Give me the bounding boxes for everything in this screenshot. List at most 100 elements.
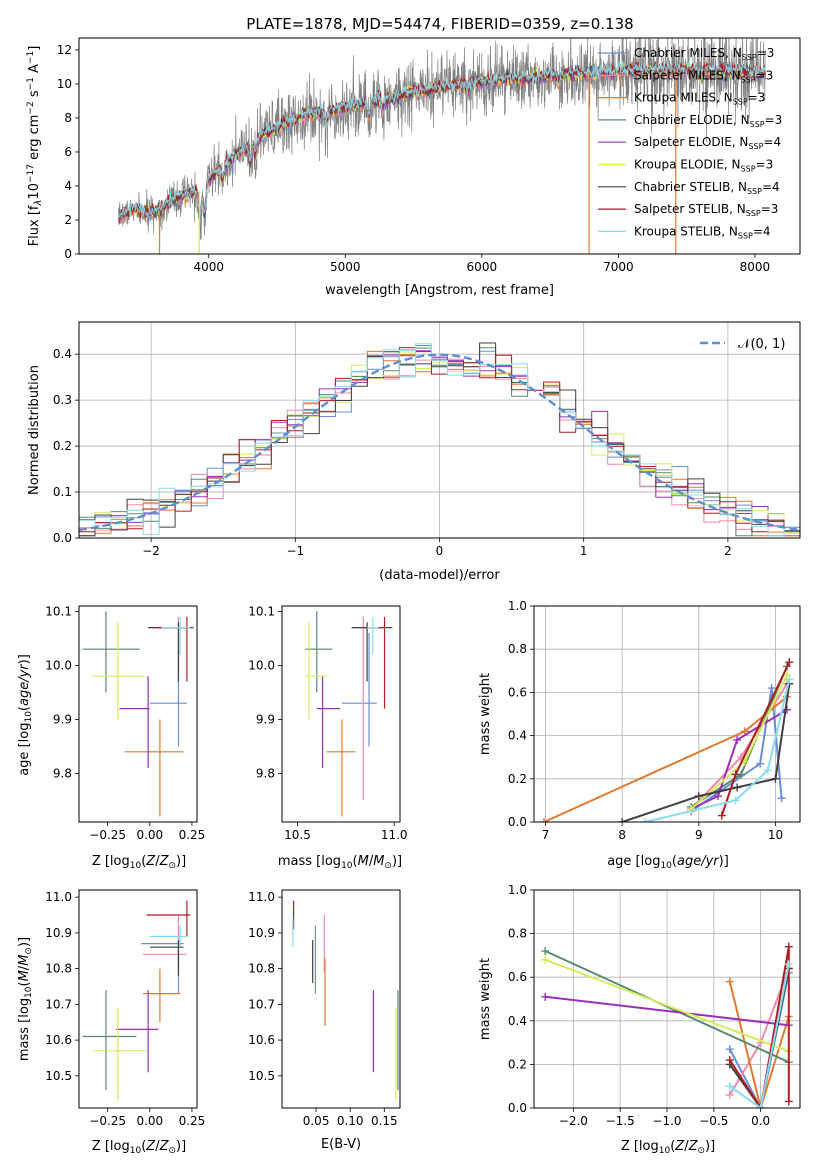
mass-weight-point: [785, 675, 794, 684]
axes-frame: [281, 889, 401, 1109]
plot-area-age-vs-mass: [305, 611, 393, 817]
errorbar-marker: [341, 633, 377, 747]
y-tick-label: 1.0: [508, 883, 527, 897]
y-tick-label: 0.0: [53, 531, 72, 545]
x-tick-label: 0.15: [371, 1114, 398, 1128]
x-tick-label: 7: [542, 828, 550, 842]
mass-weight-point: [740, 727, 749, 736]
xlabel-mass-weight-vs-z: Z [log10(Z/Z⊙)]: [621, 1139, 715, 1156]
legend-label-tail: =3: [765, 113, 783, 127]
mass-weight-point: [777, 794, 786, 803]
legend-label: Kroupa ELODIE, NSSP=3: [634, 158, 773, 174]
legend-label-tail: =4: [762, 180, 780, 194]
errorbar-marker: [119, 676, 150, 768]
mass-weight-point: [725, 1045, 734, 1054]
y-tick-label: 0.3: [53, 393, 72, 407]
x-tick-label: 0: [436, 544, 444, 558]
mass-weight-point: [717, 811, 726, 820]
mass-weight-point: [784, 960, 793, 969]
mass-weight-point: [784, 1097, 793, 1106]
x-axis-label: (data-model)/error: [379, 568, 500, 583]
legend-label: Chabrier MILES, NSSP=3: [634, 46, 774, 62]
frame-mass-vs-Z: −0.25 0.00 0.25 10.5 10.6 10.7 10.8 10.9 11.0: [45, 889, 205, 1128]
plot-area-mass-vs-EBV: [292, 900, 399, 1101]
x-tick-label: −2.0: [559, 1114, 588, 1128]
x-tick-label: −0.25: [89, 828, 126, 842]
errorbar-marker: [116, 990, 159, 1073]
residual-histogram: [79, 350, 800, 538]
errorbar-marker: [148, 622, 187, 682]
mass-weight-point: [771, 774, 780, 783]
mass-weight-point: [767, 684, 776, 693]
y-tick-label: 8: [64, 111, 72, 125]
legend-label: Salpeter MILES, NSSP=3: [634, 68, 773, 84]
mass-weight-point: [541, 947, 550, 956]
y-tick-label: 11.0: [45, 890, 72, 904]
y-tick-label: 12: [57, 43, 72, 57]
legend-label-tail: =3: [748, 91, 766, 105]
mass-weight-point: [731, 770, 740, 779]
y-tick-label: 0.2: [508, 772, 527, 786]
grid-mass-weight-vs-age: [534, 605, 800, 823]
y-tick-label: 0.0: [508, 1101, 527, 1115]
y-tick-label: 0.6: [508, 970, 527, 984]
axes-frame: [78, 321, 801, 539]
x-tick-label: −2: [142, 544, 160, 558]
legend-label-tail: =3: [757, 46, 775, 60]
errorbar-marker: [370, 616, 393, 709]
x-axis-label: wavelength [Angstrom, rest frame]: [325, 283, 554, 298]
frame-age-vs-mass: 10.5 11.0 9.8 9.9 10.0 10.1: [248, 604, 407, 842]
mass-weight-line: [728, 946, 790, 1108]
frame-residuals: −2 −1 0 1 2 0.0 0.1 0.2 0.3 0.4 (data-model)/error…: [27, 321, 801, 583]
errorbar-marker: [154, 616, 194, 682]
y-tick-label: 10.7: [248, 997, 275, 1011]
y-tick-label: 10.6: [248, 1033, 275, 1047]
y-tick-label: 0.8: [508, 642, 527, 656]
y-tick-label: 10.1: [45, 604, 72, 618]
errorbar-marker: [149, 940, 184, 976]
plot-area-mass-vs-Z: [82, 900, 191, 1101]
x-tick-label: 4000: [193, 260, 224, 274]
residual-histogram: [79, 343, 800, 538]
legend-label: Salpeter ELODIE, NSSP=4: [634, 135, 781, 151]
legend-label-tail: =3: [756, 158, 774, 172]
mass-weight-line: [545, 995, 789, 1027]
x-axis-label: E(B-V): [321, 1137, 361, 1152]
chart-age-vs-Z: −0.25 0.00 0.25 9.8 9.9 10.0 10.1: [45, 604, 205, 842]
legend-label-text: Salpeter ELODIE, N: [634, 135, 748, 149]
mass-weight-line: [729, 963, 790, 1108]
x-tick-label: −1: [286, 544, 304, 558]
legend-label-text: Kroupa MILES, N: [634, 91, 733, 105]
y-tick-label: 10.1: [248, 604, 275, 618]
axes-frame: [281, 605, 401, 823]
axes-frame: [78, 37, 801, 255]
x-tick-label: 0.00: [136, 1114, 163, 1128]
mass-weight-point: [725, 1082, 734, 1091]
mass-weight-point: [756, 759, 765, 768]
y-tick-label: 2: [64, 213, 72, 227]
mass-weight-line: [544, 958, 790, 1053]
y-tick-label: 0.4: [508, 1014, 527, 1028]
mass-weight-point: [713, 792, 722, 801]
legend-label-text: Chabrier STELIB, N: [634, 180, 747, 194]
errorbar-marker: [149, 633, 187, 747]
y-tick-label: 10.5: [45, 1069, 72, 1083]
x-tick-label: 10: [768, 828, 783, 842]
mass-weight-point: [763, 766, 772, 775]
x-tick-label: 5000: [330, 260, 361, 274]
errorbar-marker: [305, 622, 327, 720]
errorbar-marker: [82, 990, 137, 1091]
errorbar-marker: [143, 968, 181, 1023]
mass-weight-line: [690, 687, 783, 813]
y-tick-label: 10: [57, 77, 72, 91]
y-tick-label: 4: [64, 179, 72, 193]
errorbar-marker: [305, 611, 333, 693]
grid-mass-weight-vs-Z: [534, 889, 800, 1109]
x-tick-label: 7000: [603, 260, 634, 274]
mass-weight-point: [756, 1104, 765, 1108]
x-tick-label: 11.0: [381, 828, 408, 842]
errorbar-marker: [141, 929, 184, 994]
legend-label-tail: =3: [761, 202, 779, 216]
mass-weight-point: [731, 796, 740, 805]
